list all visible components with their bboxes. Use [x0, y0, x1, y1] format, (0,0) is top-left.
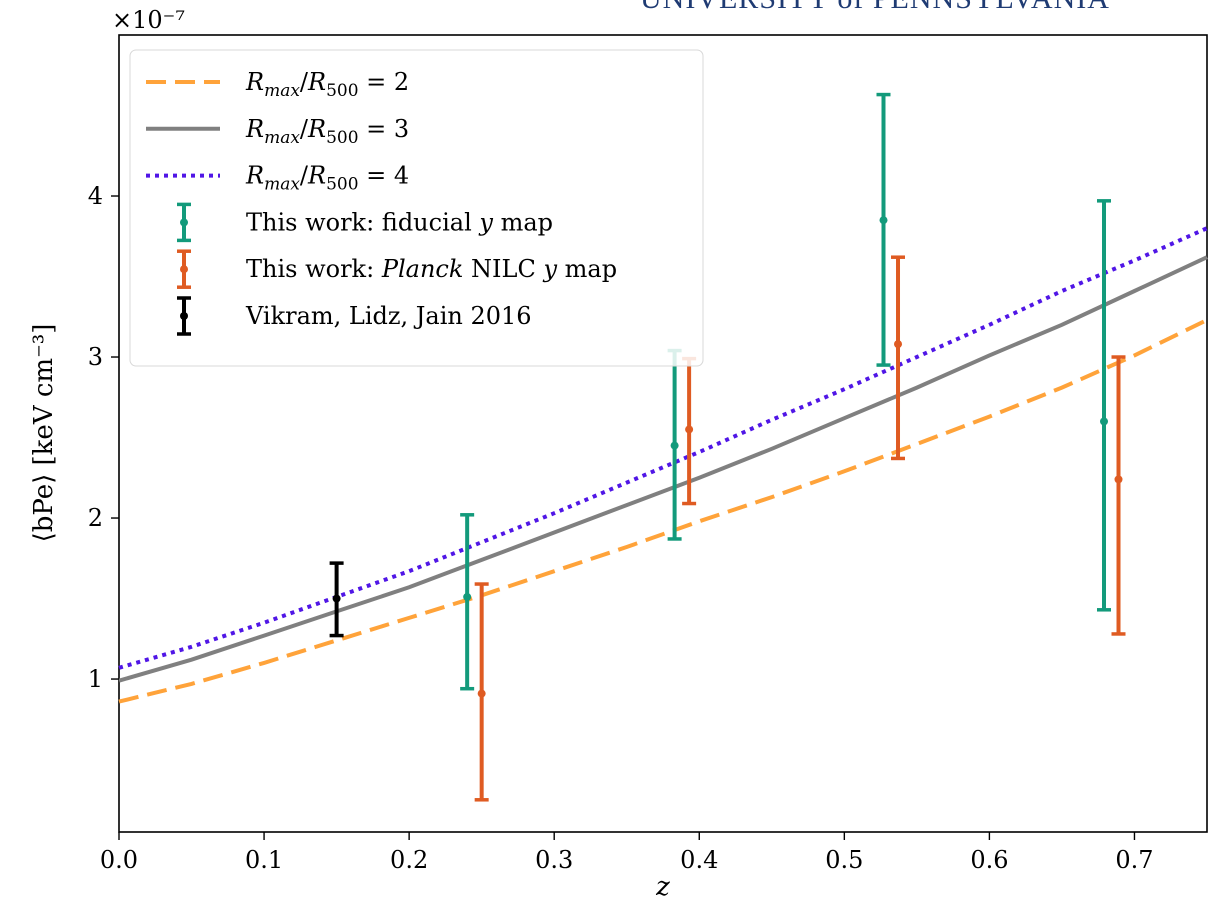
data-point: [879, 216, 888, 225]
legend-entry: Rmax/R500 = 3: [146, 115, 409, 148]
legend-swatch-point: [180, 265, 188, 274]
data-point: [685, 425, 694, 434]
y-tick-label: 3: [88, 343, 103, 371]
series-line: [118, 318, 1208, 704]
x-tick-label: 0.7: [1115, 846, 1153, 874]
x-tick-label: 0.2: [390, 846, 428, 874]
legend-label: Rmax/R500 = 4: [245, 162, 409, 195]
x-tick-label: 0.6: [970, 846, 1008, 874]
legend-label: Rmax/R500 = 2: [245, 68, 409, 101]
legend-label: Vikram, Lidz, Jain 2016: [245, 302, 532, 330]
error-bars: [329, 92, 1126, 802]
data-point: [894, 340, 903, 349]
plot-frame: [118, 34, 1208, 833]
x-axis-label: z: [655, 872, 670, 902]
series-lines: [118, 226, 1208, 704]
x-tick-label: 0.3: [535, 846, 573, 874]
legend: Rmax/R500 = 2 Rmax/R500 = 3 Rmax/R500 = 4 T…: [129, 49, 704, 367]
y-tick-label: 4: [88, 182, 103, 210]
x-axis-ticks: 0.0 0.1 0.2 0.3 0.4 0.5 0.6 0.7: [100, 832, 1154, 874]
y-axis-label: ⟨bPe⟩ [keV cm⁻³]: [29, 324, 59, 543]
university-logo: UNIVERSITY of PENNSYLVANIA: [640, 0, 1209, 22]
x-tick-label: 0.1: [245, 846, 283, 874]
data-point: [477, 689, 486, 698]
series-line: [118, 226, 1208, 670]
data-point: [1100, 417, 1109, 426]
legend-entry: Vikram, Lidz, Jain 2016: [177, 296, 532, 336]
x-tick-label: 0.5: [825, 846, 863, 874]
legend-entry: This work: fiducial y map: [177, 202, 553, 243]
legend-entry: Rmax/R500 = 2: [146, 68, 409, 101]
x-tick-label: 0.4: [680, 846, 718, 874]
data-point: [1114, 475, 1123, 484]
legend-label: This work: Planck NILC y map: [246, 255, 617, 283]
y-tick-label: 2: [88, 504, 103, 532]
legend-label: Rmax/R500 = 3: [245, 115, 409, 148]
legend-entry: Rmax/R500 = 4: [146, 162, 409, 195]
data-point: [463, 592, 472, 601]
series-line: [118, 255, 1208, 683]
y-tick-label: 1: [88, 665, 103, 693]
legend-swatch-point: [180, 312, 188, 320]
data-point: [332, 594, 341, 603]
university-logo-text: UNIVERSITY of PENNSYLVANIA: [640, 0, 1110, 15]
x-tick-label: 0.0: [100, 846, 138, 874]
legend-box: [129, 49, 704, 367]
data-point: [670, 441, 679, 450]
legend-entry: This work: Planck NILC y map: [177, 249, 617, 289]
y-axis-ticks: 1 2 3 4: [88, 182, 119, 693]
legend-swatch-point: [180, 218, 188, 227]
y-multiplier: ×10⁻⁷: [112, 6, 185, 34]
legend-label: This work: fiducial y map: [246, 208, 553, 236]
